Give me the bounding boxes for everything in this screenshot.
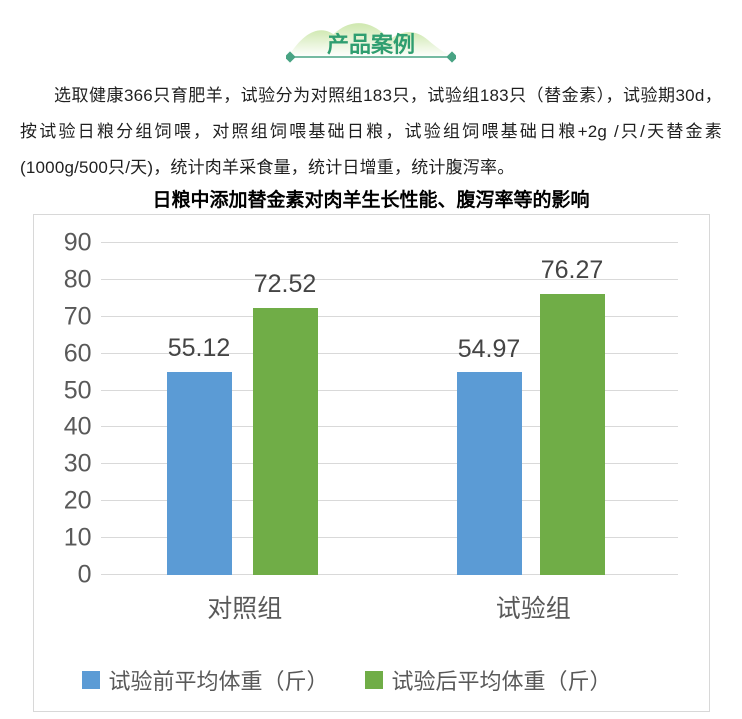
y-axis-tick-label: 70 xyxy=(63,302,92,331)
y-axis-tick-label: 40 xyxy=(63,412,92,441)
bar-value-label: 76.27 xyxy=(540,256,604,285)
bar-value-label: 54.97 xyxy=(457,334,521,363)
gridline xyxy=(100,315,678,317)
intro-paragraph: 选取健康366只育肥羊，试验分为对照组183只，试验组183只（替金素），试验期… xyxy=(20,86,722,177)
bar xyxy=(252,307,318,575)
gridline xyxy=(100,537,678,539)
chart-grid-area: 55.12 72.52 54.97 76.27 xyxy=(100,242,678,575)
y-axis-tick-label: 20 xyxy=(63,486,92,515)
legend-label: 试验后平均体重（斤） xyxy=(391,669,612,694)
bar xyxy=(456,372,522,575)
diamond-right-icon xyxy=(446,51,456,63)
bar xyxy=(166,371,232,575)
chart-title: 日粮中添加替金素对肉羊生长性能、腹泻率等的影响 xyxy=(152,190,590,211)
y-axis-tick-label: 30 xyxy=(63,449,92,478)
gridline xyxy=(100,500,678,502)
x-axis-category-label: 对照组 xyxy=(207,595,283,623)
y-axis-tick-label: 10 xyxy=(63,523,92,552)
badge-title: 产品案例 xyxy=(327,32,415,57)
gridline xyxy=(100,574,678,575)
mountain-shape-right xyxy=(374,32,454,57)
gridline xyxy=(100,426,678,428)
y-axis-tick-label: 60 xyxy=(63,339,92,368)
bar-value-label: 72.52 xyxy=(253,270,317,298)
legend-swatch-icon xyxy=(81,671,100,689)
chart-legend: 试验前平均体重（斤） 试验后平均体重（斤） xyxy=(34,664,709,696)
y-axis-tick-label: 80 xyxy=(63,265,92,294)
chart-container: 0 10 20 30 40 50 60 70 80 90 55.12 72.52 54.97 76.27… xyxy=(32,214,710,712)
y-axis-tick-label: 0 xyxy=(77,560,92,589)
x-axis: 对照组 试验组 xyxy=(101,589,678,625)
bar xyxy=(539,293,605,575)
legend-label: 试验前平均体重（斤） xyxy=(108,669,329,694)
gridline xyxy=(100,352,678,354)
legend-item: 试验后平均体重（斤） xyxy=(364,664,612,696)
y-axis-tick-label: 50 xyxy=(63,376,92,405)
gridline xyxy=(100,242,678,243)
y-axis: 0 10 20 30 40 50 60 70 80 90 xyxy=(34,230,92,587)
x-axis-category-label: 试验组 xyxy=(495,595,571,623)
gridline xyxy=(100,278,678,280)
section-badge: 产品案例 xyxy=(0,0,742,64)
gridline xyxy=(100,389,678,391)
badge-decoration: 产品案例 xyxy=(286,23,456,63)
legend-item: 试验前平均体重（斤） xyxy=(81,664,329,696)
legend-swatch-icon xyxy=(364,671,383,689)
gridline xyxy=(100,463,678,465)
bar-value-label: 55.12 xyxy=(167,334,231,363)
y-axis-tick-label: 90 xyxy=(63,228,92,257)
